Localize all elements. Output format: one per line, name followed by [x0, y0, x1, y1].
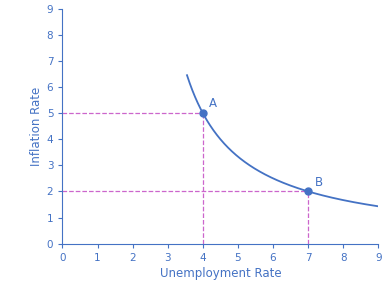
Text: A: A [209, 97, 217, 110]
Y-axis label: Inflation Rate: Inflation Rate [30, 86, 43, 166]
X-axis label: Unemployment Rate: Unemployment Rate [160, 267, 281, 280]
Text: B: B [314, 176, 323, 189]
